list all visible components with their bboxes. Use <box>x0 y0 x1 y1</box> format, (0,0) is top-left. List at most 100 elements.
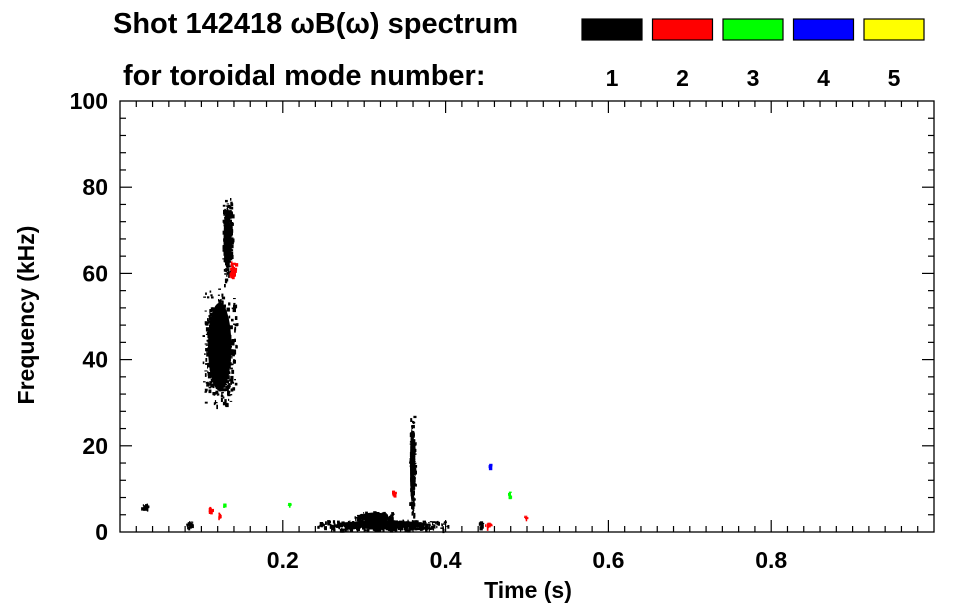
spectrum-point <box>424 521 427 524</box>
spectrum-point <box>211 379 213 384</box>
spectrum-point <box>413 498 416 501</box>
spectrum-point <box>441 524 443 527</box>
spectrum-point <box>226 380 230 382</box>
spectrum-point <box>228 260 231 263</box>
spectrum-point <box>411 425 413 428</box>
spectrum-point <box>339 528 343 533</box>
spectrum-point <box>359 521 361 525</box>
spectrum-point <box>412 451 416 453</box>
spectrum-point <box>223 268 226 272</box>
spectrum-point <box>388 521 390 523</box>
spectrum-point <box>379 519 382 524</box>
mode-2-region <box>208 506 214 515</box>
spectrum-point <box>204 370 208 372</box>
mode-2-region <box>524 515 529 522</box>
spectrum-point <box>189 521 191 524</box>
spectrum-point <box>319 522 324 526</box>
spectrum-point <box>414 467 417 472</box>
spectrum-point <box>145 507 148 510</box>
spectrum-point <box>489 524 493 527</box>
spectrum-point <box>231 206 234 210</box>
spectrum-point <box>208 386 212 389</box>
spectrum-point <box>231 307 234 310</box>
spectrum-point <box>213 382 215 387</box>
spectrum-point <box>422 526 425 530</box>
spectrum-point <box>390 529 394 533</box>
spectrum-point <box>440 527 444 529</box>
spectrum-point <box>357 514 361 517</box>
spectrum-point <box>142 504 144 507</box>
spectrum-point <box>442 526 444 529</box>
spectrum-point <box>231 271 233 274</box>
spectrum-point <box>413 484 417 487</box>
mode-3-region <box>223 503 227 508</box>
spectrum-point <box>432 523 434 526</box>
spectrum-point <box>487 524 489 526</box>
spectrum-point <box>186 523 189 526</box>
spectrum-point <box>436 525 438 529</box>
spectrum-point <box>366 529 370 533</box>
spectrum-point <box>433 524 435 527</box>
spectrum-point <box>208 389 212 394</box>
spectrum-point <box>338 525 340 529</box>
spectrum-point <box>230 244 234 249</box>
spectrum-point <box>232 308 236 313</box>
spectrum-point <box>204 321 207 325</box>
spectrum-point <box>414 526 417 530</box>
spectrum-point <box>225 268 227 273</box>
spectrum-point <box>324 526 327 531</box>
spectrum-point <box>223 304 226 308</box>
spectrum-point <box>322 523 324 527</box>
spectrum-point <box>362 521 366 525</box>
spectrum-point <box>341 527 343 529</box>
spectrum-point <box>222 204 226 207</box>
spectrum-point <box>230 379 234 383</box>
spectrum-point <box>209 509 213 514</box>
spectrum-point <box>412 497 415 501</box>
legend-label-mode-1: 1 <box>606 65 619 91</box>
spectrum-point <box>206 331 210 336</box>
spectrum-point <box>389 516 393 521</box>
spectrum-point <box>442 527 444 531</box>
spectrum-point <box>231 267 233 271</box>
y-tick-label: 40 <box>82 347 108 373</box>
spectrum-point <box>230 363 234 366</box>
spectrum-point <box>228 398 230 401</box>
spectrum-point <box>204 343 209 345</box>
spectrum-point <box>229 216 232 218</box>
spectrum-point <box>188 526 191 531</box>
spectrum-point <box>220 394 224 398</box>
y-tick-label: 60 <box>82 260 108 286</box>
spectrum-point <box>205 348 209 352</box>
spectrum-point <box>229 227 233 230</box>
spectrum-point <box>419 526 422 529</box>
spectrum-point <box>229 272 231 277</box>
spectrum-point <box>222 245 224 250</box>
spectrum-point <box>443 522 445 525</box>
plot-frame <box>119 100 935 533</box>
spectrum-point <box>407 528 411 530</box>
spectrum-point <box>413 515 416 519</box>
spectrum-point <box>231 238 233 241</box>
spectrum-point <box>206 339 208 342</box>
spectrum-point <box>230 201 233 206</box>
spectrum-point <box>231 318 234 322</box>
spectrum-point <box>192 521 194 524</box>
spectrum-point <box>412 503 416 507</box>
spectrum-point <box>412 502 414 508</box>
spectrum-point <box>524 515 528 517</box>
spectrum-point <box>232 349 235 353</box>
spectrum-point <box>230 381 232 385</box>
spectrum-point <box>360 518 362 522</box>
spectrum-point <box>392 513 395 515</box>
mode-1-region <box>186 521 194 531</box>
spectrum-point <box>147 507 149 512</box>
spectrum-point <box>390 514 392 517</box>
spectrum-point <box>205 358 208 362</box>
spectrum-point <box>233 323 237 325</box>
spectrum-point <box>413 483 417 485</box>
spectrum-point <box>221 391 224 394</box>
spectrum-point <box>230 249 234 251</box>
spectrum-point <box>229 247 232 251</box>
spectrum-core <box>360 512 389 522</box>
